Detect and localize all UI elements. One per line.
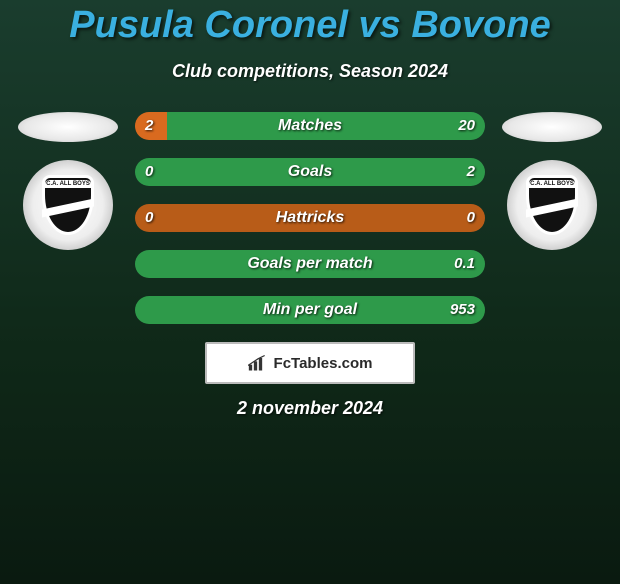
subtitle: Club competitions, Season 2024 <box>0 61 620 82</box>
stat-row: 220Matches <box>135 112 485 140</box>
shield-icon <box>526 175 578 235</box>
stat-label: Goals per match <box>135 250 485 278</box>
stat-label: Hattricks <box>135 204 485 232</box>
stat-row: 02Goals <box>135 158 485 186</box>
shield-icon <box>42 175 94 235</box>
team-left-column <box>13 112 123 250</box>
stat-row: 953Min per goal <box>135 296 485 324</box>
stat-row: 0.1Goals per match <box>135 250 485 278</box>
team-right-column <box>497 112 607 250</box>
chart-icon <box>248 354 268 372</box>
attribution-text: FcTables.com <box>274 355 373 372</box>
attribution-box: FcTables.com <box>205 342 415 384</box>
stat-bars: 220Matches 02Goals 00Hattricks 0.1Goals per… <box>135 112 485 324</box>
stat-label: Matches <box>135 112 485 140</box>
team-right-oval <box>502 112 602 142</box>
date-text: 2 november 2024 <box>0 398 620 419</box>
stat-row: 00Hattricks <box>135 204 485 232</box>
page-title: Pusula Coronel vs Bovone <box>0 4 620 47</box>
comparison-content: 220Matches 02Goals 00Hattricks 0.1Goals per… <box>0 112 620 324</box>
team-right-badge <box>507 160 597 250</box>
team-left-oval <box>18 112 118 142</box>
stat-label: Goals <box>135 158 485 186</box>
stat-label: Min per goal <box>135 296 485 324</box>
team-left-badge <box>23 160 113 250</box>
